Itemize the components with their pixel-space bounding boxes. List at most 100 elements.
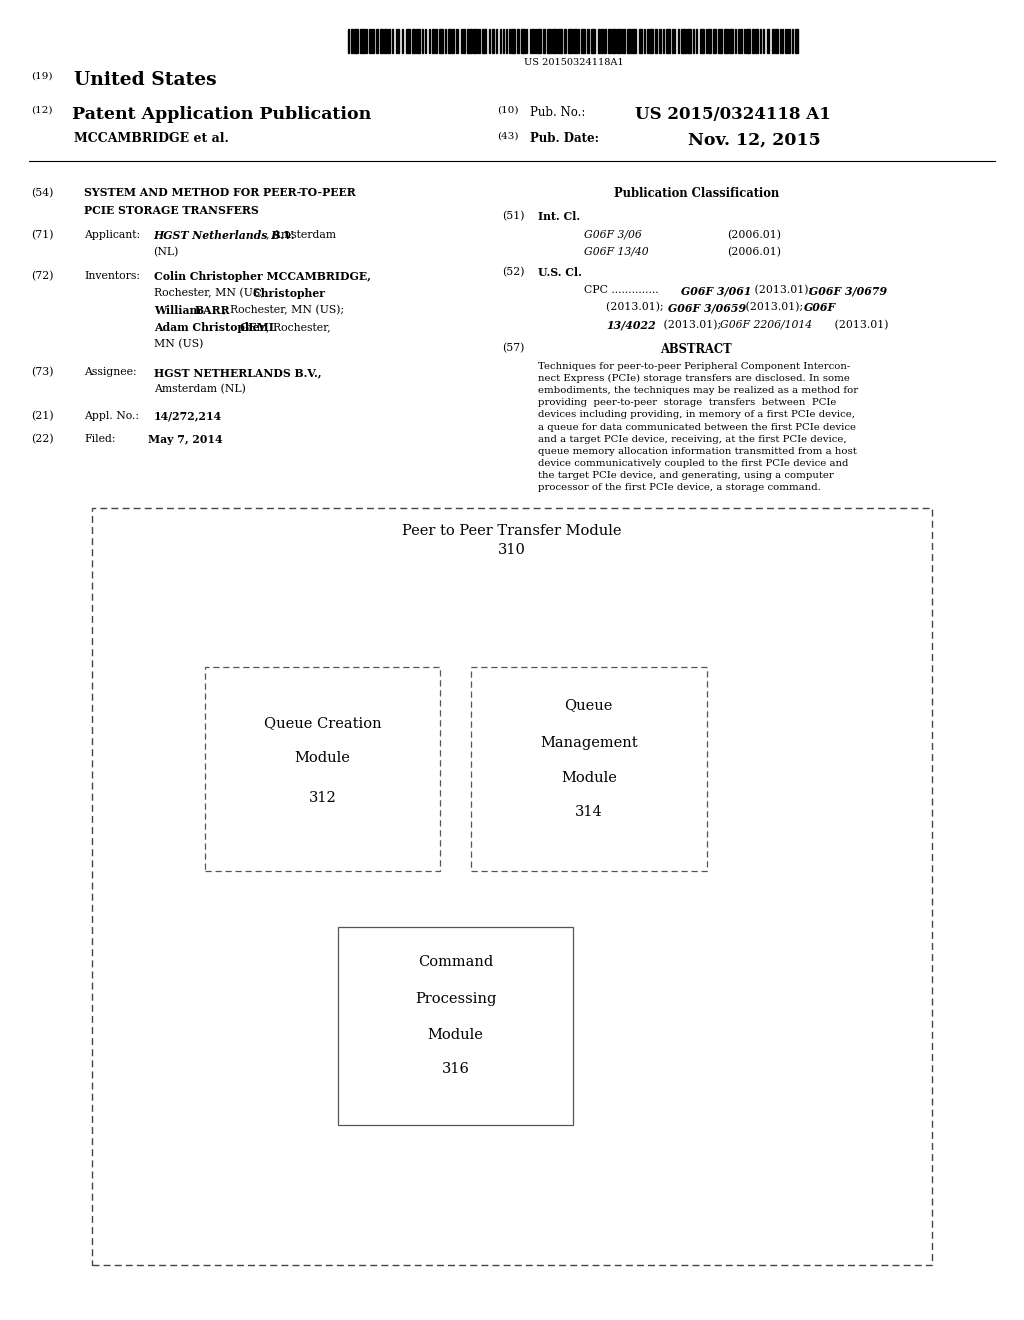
Text: HGST Netherlands B.V.: HGST Netherlands B.V. [154,230,295,240]
Bar [548,29,552,53]
Bar [760,29,761,53]
Bar [608,29,611,53]
Bar [509,29,510,53]
Text: United States: United States [74,71,216,90]
Bar [535,29,536,53]
Bar [706,29,707,53]
Bar [737,29,738,53]
Bar [512,29,515,53]
Bar [578,29,580,53]
Bar [369,29,371,53]
Bar [728,29,732,53]
Bar [373,29,374,53]
Text: (2013.01);: (2013.01); [606,302,668,313]
Text: (51): (51) [502,211,524,222]
Text: May 7, 2014: May 7, 2014 [148,434,223,445]
Text: G06F: G06F [804,302,836,313]
Bar [779,29,781,53]
Bar [672,29,673,53]
Bar [678,29,679,53]
Text: , Rochester, MN (US);: , Rochester, MN (US); [223,305,344,315]
Bar [402,29,403,53]
Text: Techniques for peer-to-peer Peripheral Component Intercon-
nect Express (PCIe) s: Techniques for peer-to-peer Peripheral C… [538,362,858,492]
Bar [435,29,437,53]
Bar [643,29,645,53]
Text: (2013.01);: (2013.01); [660,319,725,330]
Text: 310: 310 [498,543,526,557]
Bar [439,29,443,53]
Bar [473,29,477,53]
Text: (12): (12) [31,106,52,115]
Text: William: William [154,305,205,315]
Bar [388,29,390,53]
Bar [360,29,365,53]
Bar [708,29,711,53]
Bar [699,29,703,53]
Bar [380,29,383,53]
Bar [526,29,527,53]
Text: G06F 3/0659: G06F 3/0659 [668,302,745,313]
Text: Queue: Queue [564,698,613,713]
Bar [718,29,722,53]
Bar [612,29,616,53]
Text: Pub. No.:: Pub. No.: [530,106,586,119]
Text: Applicant:: Applicant: [84,230,140,240]
Bar [767,29,769,53]
Bar [663,29,664,53]
Text: (72): (72) [31,271,53,281]
Bar [587,29,589,53]
Bar [743,29,744,53]
Bar [489,29,490,53]
Bar [795,29,798,53]
Bar [713,29,716,53]
Text: (71): (71) [31,230,53,240]
Text: Int. Cl.: Int. Cl. [538,211,580,222]
Text: Nov. 12, 2015: Nov. 12, 2015 [688,132,821,149]
Bar [412,29,415,53]
Text: Publication Classification: Publication Classification [613,187,779,201]
Bar [734,29,735,53]
Text: Command: Command [418,956,494,969]
Text: (21): (21) [31,411,53,421]
Bar [755,29,758,53]
Text: GEML: GEML [240,322,276,333]
Bar [564,29,566,53]
Bar [538,29,542,53]
Bar [573,29,578,53]
Bar [445,29,446,53]
Text: SYSTEM AND METHOD FOR PEER-TO-PEER: SYSTEM AND METHOD FOR PEER-TO-PEER [84,187,355,198]
Bar [763,29,764,53]
Bar [654,29,656,53]
Bar [478,29,480,53]
Text: 314: 314 [574,805,603,820]
Text: MCCAMBRIDGE et al.: MCCAMBRIDGE et al. [74,132,228,145]
Bar [432,29,434,53]
Text: BARR: BARR [195,305,230,315]
Bar [788,29,790,53]
Bar [449,29,452,53]
Bar [426,29,427,53]
Bar [558,29,562,53]
Bar [632,29,636,53]
Bar [740,29,741,53]
Bar [617,29,621,53]
Bar [724,29,727,53]
Text: (NL): (NL) [154,247,179,257]
Bar [649,29,653,53]
Text: (43): (43) [497,132,518,141]
Text: Inventors:: Inventors: [84,271,140,281]
Text: 312: 312 [308,791,337,805]
Bar [639,29,642,53]
Text: Peer to Peer Transfer Module: Peer to Peer Transfer Module [402,524,622,539]
Bar [350,29,352,53]
Bar [482,29,486,53]
Bar [696,29,697,53]
Text: Management: Management [540,735,638,750]
Bar [692,29,694,53]
Bar [687,29,691,53]
Text: ABSTRACT: ABSTRACT [660,343,732,356]
Bar [376,29,378,53]
Bar [774,29,777,53]
Text: Colin Christopher MCCAMBRIDGE,: Colin Christopher MCCAMBRIDGE, [154,271,371,281]
Text: HGST NETHERLANDS B.V.,: HGST NETHERLANDS B.V., [154,367,322,378]
